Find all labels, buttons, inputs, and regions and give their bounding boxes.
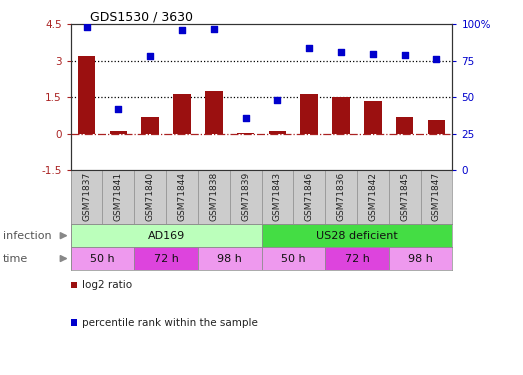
Text: infection: infection [3, 231, 51, 241]
Bar [428, 120, 445, 134]
Point [305, 45, 313, 51]
Bar [262, 247, 325, 270]
Bar [110, 131, 127, 134]
Text: GSM71844: GSM71844 [177, 172, 187, 221]
Text: GSM71847: GSM71847 [432, 172, 441, 221]
Text: GDS1530 / 3630: GDS1530 / 3630 [90, 10, 192, 23]
Text: US28 deficient: US28 deficient [316, 231, 398, 241]
Bar [71, 224, 262, 247]
Bar [71, 247, 134, 270]
Point [369, 51, 377, 57]
Bar [269, 131, 286, 134]
Text: GSM71836: GSM71836 [336, 172, 346, 221]
Text: log2 ratio: log2 ratio [82, 280, 132, 290]
Text: GSM71839: GSM71839 [241, 172, 250, 221]
Text: GSM71845: GSM71845 [400, 172, 409, 221]
Text: 50 h: 50 h [281, 254, 305, 264]
Bar [237, 133, 254, 134]
Point [242, 115, 250, 121]
Text: percentile rank within the sample: percentile rank within the sample [82, 318, 258, 327]
Text: 98 h: 98 h [408, 254, 433, 264]
Bar [396, 117, 413, 134]
Point [401, 52, 409, 58]
Text: AD169: AD169 [147, 231, 185, 241]
Bar [134, 247, 198, 270]
Text: time: time [3, 254, 28, 264]
Text: GSM71843: GSM71843 [273, 172, 282, 221]
Text: GSM71837: GSM71837 [82, 172, 91, 221]
Point [114, 106, 122, 112]
Text: GSM71846: GSM71846 [305, 172, 314, 221]
Bar [262, 224, 452, 247]
Bar [78, 56, 95, 134]
Bar [389, 247, 452, 270]
Point [273, 97, 281, 103]
Bar [198, 247, 262, 270]
Bar [173, 94, 191, 134]
Bar [205, 91, 222, 134]
Bar [141, 117, 159, 134]
Text: GSM71842: GSM71842 [368, 172, 378, 221]
Point [337, 49, 345, 55]
Text: 50 h: 50 h [90, 254, 115, 264]
Bar [364, 101, 382, 134]
Point [146, 53, 154, 59]
Point [433, 56, 441, 62]
Text: 98 h: 98 h [217, 254, 242, 264]
Point [210, 26, 218, 32]
Point [82, 24, 90, 30]
Text: GSM71840: GSM71840 [145, 172, 155, 221]
Bar [301, 94, 318, 134]
Point [178, 27, 186, 33]
Bar [332, 97, 350, 134]
Text: GSM71841: GSM71841 [114, 172, 123, 221]
Bar [325, 247, 389, 270]
Text: 72 h: 72 h [154, 254, 178, 264]
Text: GSM71838: GSM71838 [209, 172, 218, 221]
Text: 72 h: 72 h [345, 254, 369, 264]
